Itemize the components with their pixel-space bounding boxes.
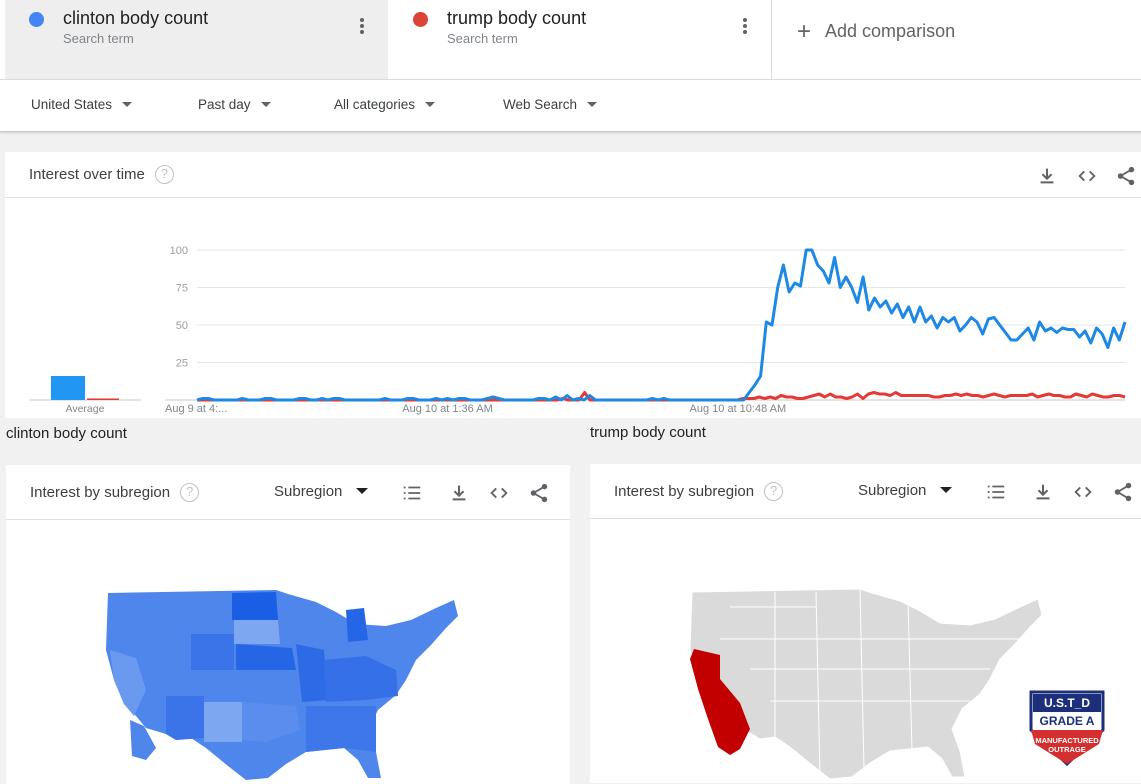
region-filter-label: United States [31,97,113,112]
subregion-select-label: Subregion [858,482,927,499]
search-term-1[interactable]: clinton body count Search term [5,0,388,79]
chevron-down-icon [587,102,598,107]
term-1-color-dot [29,12,44,27]
plus-icon: + [797,18,812,45]
badge-line-1: U.S.T_D [1044,696,1090,710]
time-filter[interactable]: Past day [198,97,271,112]
badge-line-2: GRADE A [1040,714,1095,728]
x-tick-label: Aug 10 at 1:36 AM [402,403,493,415]
dropdown-arrow-icon [356,488,369,494]
share-icon[interactable] [1115,165,1137,187]
y-tick-label: 75 [176,283,188,295]
chevron-down-icon [260,102,271,107]
term-2-color-dot [413,12,428,27]
embed-icon[interactable] [488,482,510,504]
chevron-down-icon [122,102,133,107]
subregion-card-2-title: Interest by subregion? [614,482,784,501]
subregion-card-1-title: Interest by subregion? [30,483,200,502]
subregion-select-2[interactable]: Subregion [858,482,953,499]
search-terms-bar: clinton body count Search term trump bod… [0,0,1141,80]
add-comparison-button[interactable]: + Add comparison [797,18,955,46]
add-comparison-label: Add comparison [825,21,956,41]
subregion-card-1: Interest by subregion? Subregion [6,465,570,784]
embed-icon[interactable] [1076,165,1098,187]
search-term-2[interactable]: trump body count Search term [389,0,772,79]
subregion-select-1[interactable]: Subregion [274,483,369,500]
help-icon[interactable]: ? [154,165,174,184]
share-icon[interactable] [1112,481,1134,503]
us-map-trump [689,588,1043,780]
x-tick-label: Aug 9 at 4:... [165,403,227,415]
term-2-more-icon[interactable] [743,18,747,36]
series-line-clinton [196,248,1127,402]
average-bar-clinton [51,376,85,400]
interest-over-time-title-text: Interest over time [29,166,145,183]
term-2-name: trump body count [447,8,587,28]
subregion-title-text: Interest by subregion [30,484,171,501]
region-2-label: trump body count [590,424,706,441]
download-icon[interactable] [1036,165,1058,187]
interest-over-time-title: Interest over time? [29,165,174,184]
search-type-filter-label: Web Search [503,97,578,112]
time-filter-label: Past day [198,97,251,112]
category-filter-label: All categories [334,97,416,112]
y-tick-label: 100 [170,245,188,257]
embed-icon[interactable] [1072,481,1094,503]
help-icon[interactable]: ? [180,483,200,502]
us-map-clinton [106,590,458,780]
average-label: Average [66,403,105,415]
share-icon[interactable] [528,482,550,504]
average-bar-trump [87,398,119,400]
term-2-type: Search term [447,31,518,46]
filter-bar: United States Past day All categories We… [0,80,1141,132]
interest-over-time-chart: 100 75 50 25 Average Aug 9 at 4:... Aug 10 at … [29,245,1127,415]
term-1-more-icon[interactable] [360,18,364,36]
term-1-type: Search term [63,31,134,46]
download-icon[interactable] [1032,481,1054,503]
chevron-down-icon [425,102,436,107]
subregion-title-text: Interest by subregion [614,483,755,500]
y-tick-label: 25 [176,358,188,370]
dropdown-arrow-icon [940,487,953,493]
term-1-name: clinton body count [63,8,209,28]
badge-line-4: OUTRAGE [1048,745,1086,754]
region-filter[interactable]: United States [31,97,133,112]
subregion-card-2-header: Interest by subregion? Subregion [590,464,1141,519]
search-type-filter[interactable]: Web Search [503,97,598,112]
interest-over-time-header: Interest over time? [5,152,1141,198]
california-highlight [690,649,750,755]
category-filter[interactable]: All categories [334,97,436,112]
x-tick-label: Aug 10 at 10:48 AM [690,403,787,415]
us-states-shape [689,588,1043,780]
badge-line-3: MANUFACTURED [1035,736,1099,745]
help-icon[interactable]: ? [764,482,784,501]
list-view-icon[interactable] [401,482,423,504]
us-states-shape [106,590,458,780]
interest-over-time-card: Interest over time? 100 75 50 25 Average Aug … [5,152,1141,418]
region-1-label: clinton body count [6,425,127,442]
subregion-card-1-header: Interest by subregion? Subregion [6,465,570,520]
list-view-icon[interactable] [985,481,1007,503]
download-icon[interactable] [448,482,470,504]
y-tick-label: 50 [176,320,188,332]
subregion-select-label: Subregion [274,483,343,500]
